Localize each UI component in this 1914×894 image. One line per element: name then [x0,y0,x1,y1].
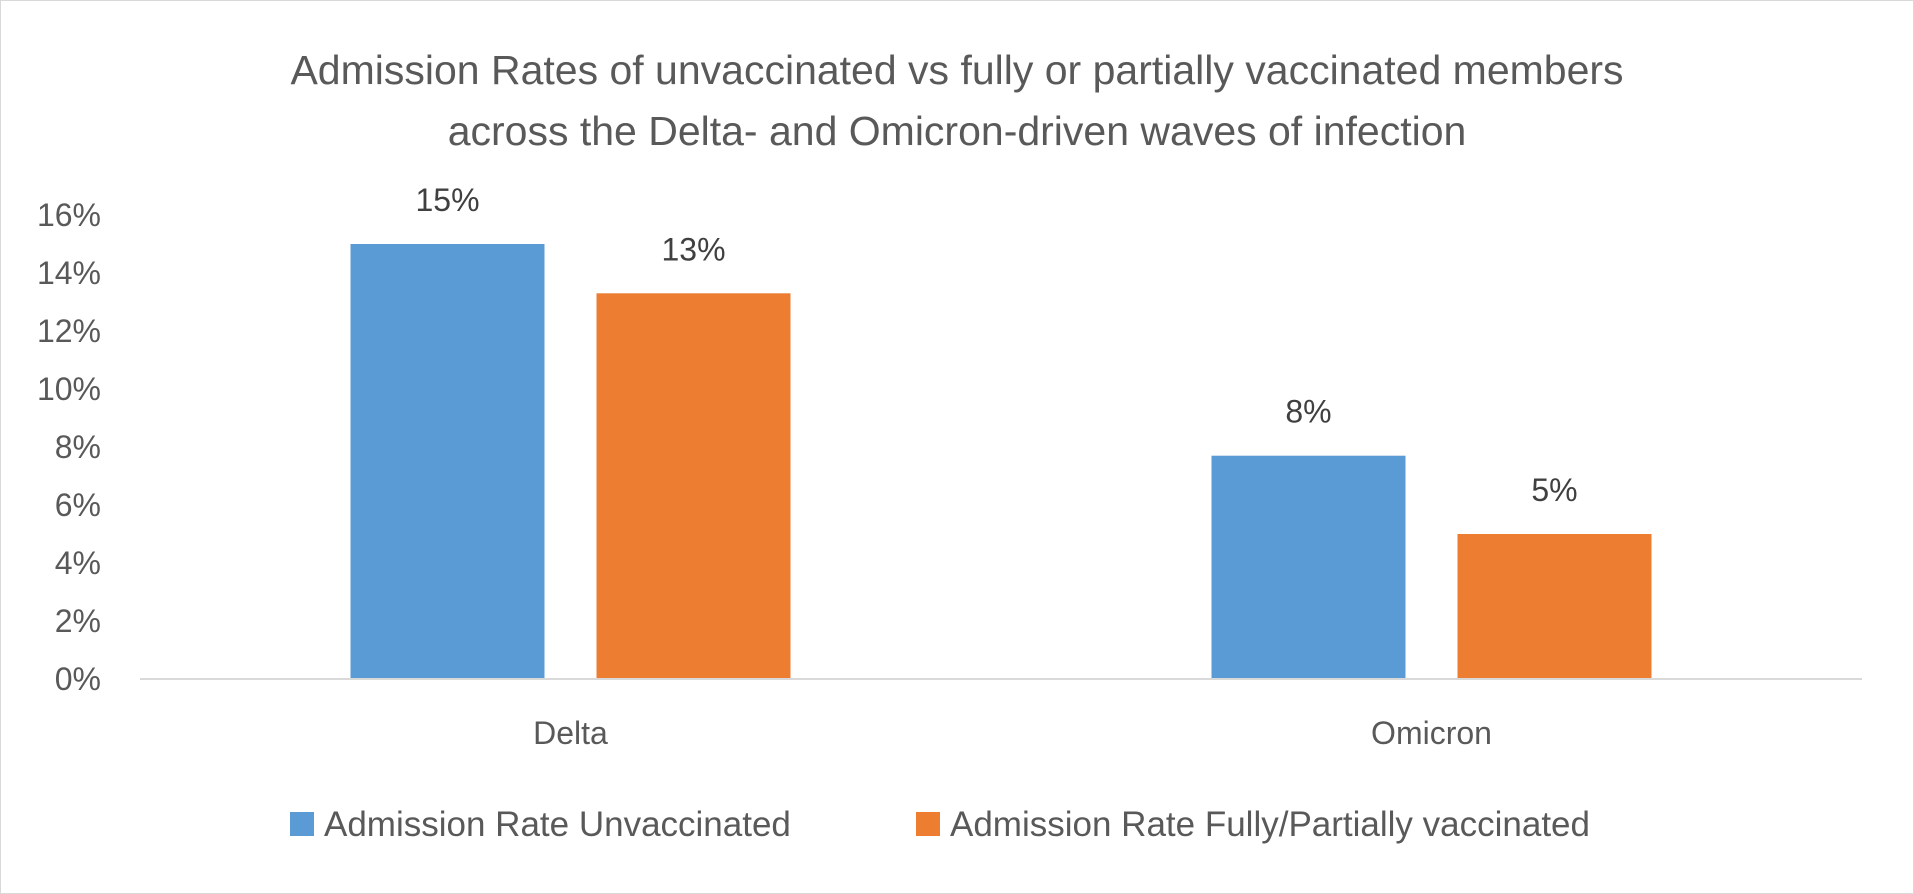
chart-title: Admission Rates of unvaccinated vs fully… [0,40,1914,162]
bar-delta-series-1 [350,244,545,679]
data-label: 15% [415,182,479,218]
y-tick-label: 4% [55,545,101,581]
chart-title-line-1: Admission Rates of unvaccinated vs fully… [290,47,1624,93]
data-label: 5% [1531,472,1577,508]
category-labels: Delta Omicron [533,715,1492,751]
y-tick-label: 16% [37,197,101,233]
legend-swatch [290,812,314,836]
y-tick-label: 2% [55,603,101,639]
y-tick-label: 10% [37,371,101,407]
y-tick-label: 14% [37,255,101,291]
data-labels: 15% 13% 8% 5% [415,182,1577,508]
data-label: 8% [1285,394,1331,430]
category-label: Omicron [1371,715,1492,751]
category-label: Delta [533,715,608,751]
y-tick-label: 0% [55,661,101,697]
y-tick-label: 6% [55,487,101,523]
legend-swatch [916,812,940,836]
y-axis-ticks: 0% 2% 4% 6% 8% 10% 12% 14% 16% [37,197,101,697]
bar-omicron-series-1 [1211,455,1406,679]
legend-label: Admission Rate Fully/Partially vaccinate… [950,805,1590,844]
bars [350,244,1652,679]
data-label: 13% [661,231,725,267]
bar-omicron-series-2 [1457,534,1652,679]
legend-label: Admission Rate Unvaccinated [324,805,791,844]
y-tick-label: 12% [37,313,101,349]
bar-delta-series-2 [596,293,791,679]
legend: Admission Rate Unvaccinated Admission Rat… [290,805,1590,844]
y-tick-label: 8% [55,429,101,465]
chart-title-line-2: across the Delta- and Omicron-driven wav… [447,108,1467,154]
